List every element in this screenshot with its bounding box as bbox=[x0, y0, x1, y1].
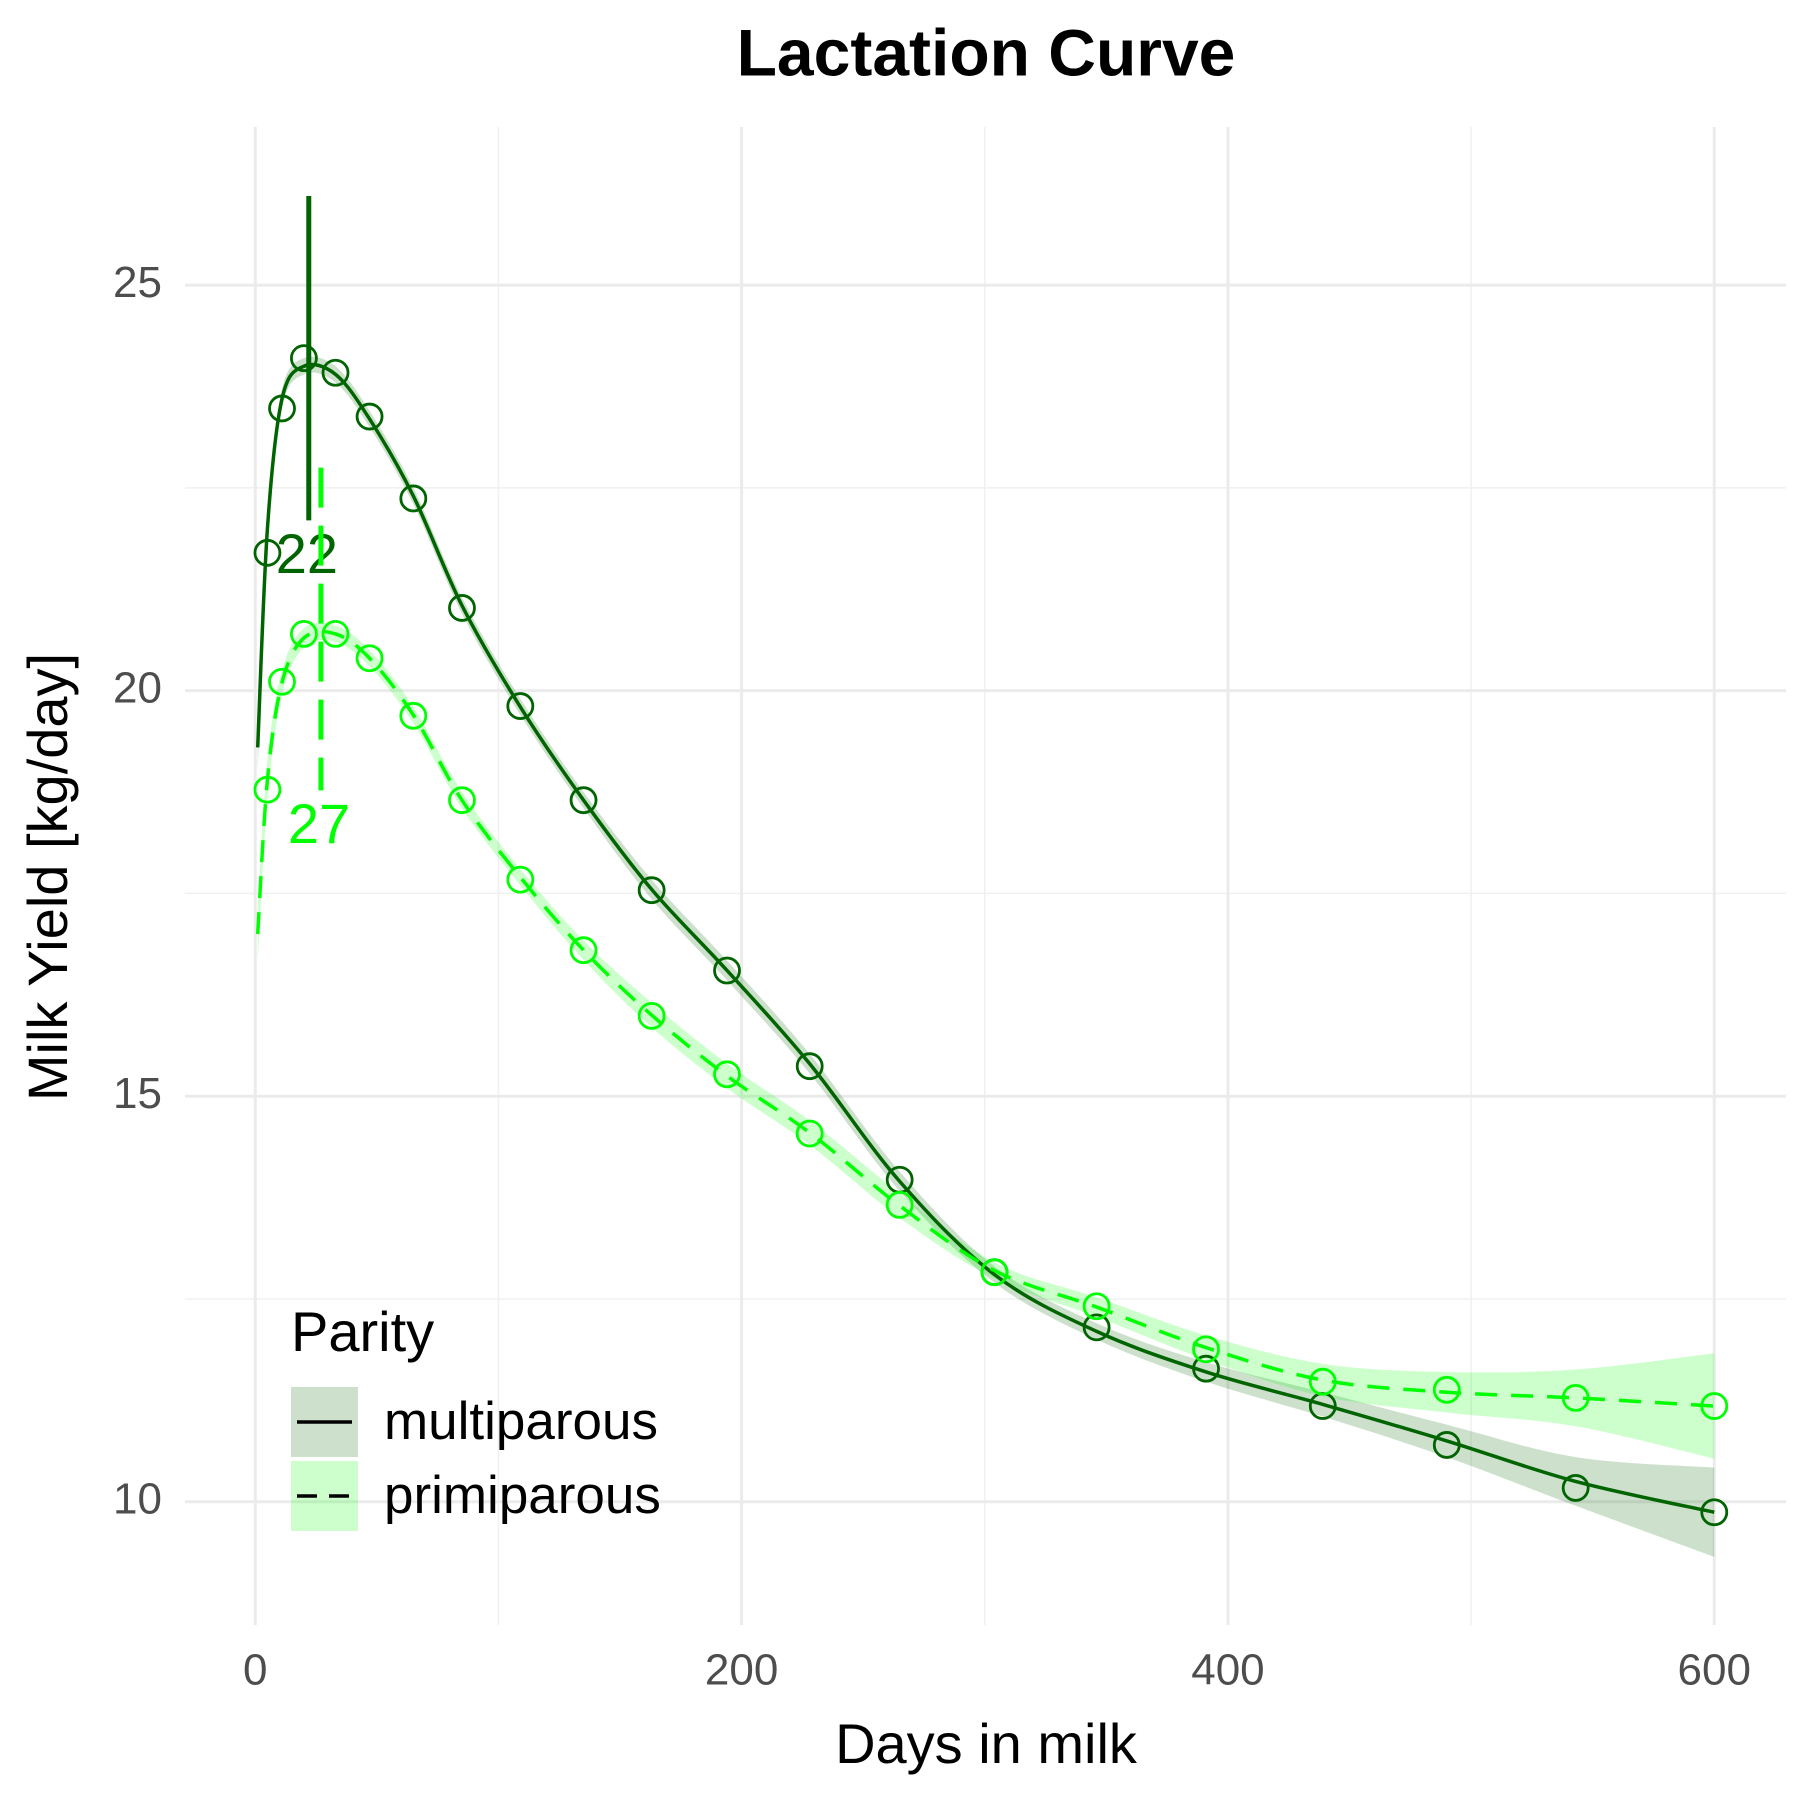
legend-title: Parity bbox=[291, 1300, 434, 1363]
legend-label: multiparous bbox=[384, 1392, 658, 1451]
point bbox=[321, 620, 350, 648]
legend: Parity multiparous primiparous bbox=[291, 1300, 661, 1531]
grid: 0 200 400 600 10 15 20 25 bbox=[113, 127, 1786, 1695]
point bbox=[355, 402, 384, 431]
point bbox=[569, 786, 598, 815]
point bbox=[506, 692, 535, 720]
peak-label: 22 bbox=[276, 522, 338, 585]
point bbox=[1700, 1498, 1729, 1527]
x-axis-title: Days in milk bbox=[835, 1712, 1138, 1775]
y-tick-label: 20 bbox=[113, 663, 162, 712]
point bbox=[448, 786, 476, 815]
point bbox=[795, 1119, 824, 1148]
point bbox=[1192, 1335, 1220, 1364]
point bbox=[448, 594, 476, 622]
point bbox=[1308, 1367, 1337, 1396]
chart-title: Lactation Curve bbox=[737, 15, 1236, 89]
x-tick-label: 400 bbox=[1191, 1646, 1264, 1695]
point bbox=[321, 358, 350, 387]
point bbox=[1700, 1392, 1729, 1420]
x-tick-label: 0 bbox=[243, 1646, 267, 1695]
y-axis-title: Milk Yield [kg/day] bbox=[16, 653, 79, 1101]
point bbox=[713, 956, 741, 985]
point bbox=[399, 484, 428, 513]
point bbox=[1432, 1431, 1461, 1459]
point bbox=[253, 775, 282, 804]
legend-label: primiparous bbox=[384, 1466, 661, 1525]
y-tick-label: 10 bbox=[113, 1474, 162, 1523]
peak-label: 27 bbox=[288, 792, 350, 855]
point bbox=[253, 538, 282, 567]
point bbox=[399, 701, 428, 730]
point bbox=[1192, 1354, 1220, 1383]
point bbox=[637, 1002, 666, 1030]
x-tick-label: 600 bbox=[1678, 1646, 1751, 1695]
point bbox=[795, 1052, 824, 1081]
confidence-band bbox=[257, 622, 1715, 1459]
fit-line bbox=[255, 629, 1715, 1408]
bands bbox=[257, 356, 1715, 1557]
fit-line bbox=[255, 362, 1715, 1514]
lines: 22 27 bbox=[255, 195, 1715, 1514]
point bbox=[506, 865, 535, 894]
point bbox=[1561, 1474, 1590, 1502]
y-tick-label: 25 bbox=[113, 258, 162, 307]
point bbox=[1561, 1384, 1590, 1412]
point bbox=[290, 620, 318, 648]
point bbox=[1082, 1292, 1111, 1321]
point bbox=[713, 1060, 741, 1089]
point bbox=[1082, 1313, 1111, 1342]
point bbox=[268, 394, 296, 423]
point bbox=[885, 1190, 914, 1219]
point bbox=[290, 344, 318, 373]
y-tick-label: 15 bbox=[113, 1069, 162, 1118]
point bbox=[980, 1258, 1009, 1287]
point bbox=[268, 667, 296, 696]
x-tick-label: 200 bbox=[705, 1646, 778, 1695]
point bbox=[569, 936, 598, 965]
point bbox=[355, 644, 384, 673]
points bbox=[253, 344, 1729, 1527]
point bbox=[637, 876, 666, 905]
point bbox=[1432, 1375, 1461, 1404]
